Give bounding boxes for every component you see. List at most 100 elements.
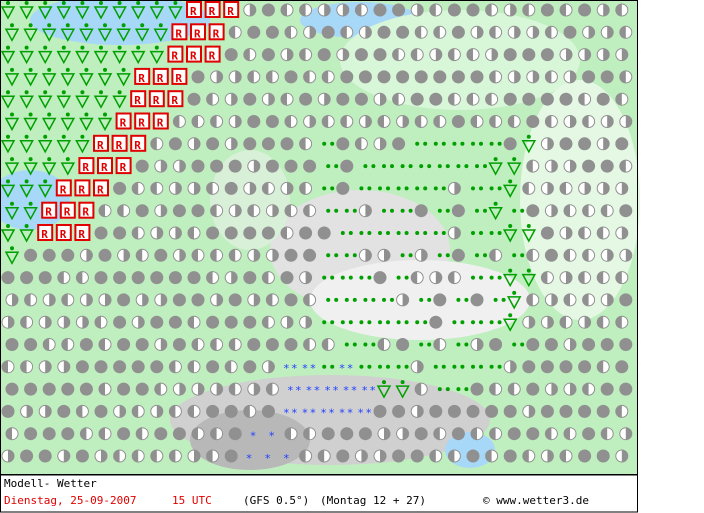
weather-symbol xyxy=(570,383,576,396)
weather-symbol xyxy=(43,338,50,351)
weather-symbol xyxy=(414,427,428,441)
weather-symbol xyxy=(479,275,483,280)
weather-symbol xyxy=(601,427,608,440)
weather-symbol xyxy=(299,226,313,240)
weather-symbol xyxy=(93,6,109,20)
weather-symbol xyxy=(192,427,198,440)
weather-symbol xyxy=(600,338,614,351)
weather-symbol xyxy=(547,316,554,329)
weather-symbol xyxy=(464,164,469,169)
weather-symbol: * xyxy=(351,384,358,397)
weather-symbol xyxy=(93,134,109,152)
weather-symbol xyxy=(116,28,131,42)
weather-symbol xyxy=(204,45,221,63)
weather-symbol xyxy=(512,157,517,162)
weather-symbol xyxy=(61,293,68,306)
weather-symbol xyxy=(0,229,16,243)
weather-symbol xyxy=(24,1,29,5)
weather-symbol xyxy=(281,227,287,239)
weather-symbol xyxy=(470,70,484,84)
weather-symbol xyxy=(578,137,592,151)
weather-symbol xyxy=(150,315,164,329)
weather-symbol xyxy=(266,70,273,83)
weather-symbol xyxy=(94,404,108,418)
weather-symbol xyxy=(485,93,492,106)
weather-symbol xyxy=(253,249,260,262)
weather-symbol xyxy=(526,224,531,228)
weather-symbol xyxy=(497,231,502,235)
weather-symbol xyxy=(448,271,455,284)
weather-symbol xyxy=(169,450,176,462)
weather-symbol xyxy=(359,320,364,325)
weather-symbol xyxy=(265,115,279,128)
weather-symbol xyxy=(206,450,213,462)
weather-symbol xyxy=(502,318,518,332)
weather-symbol: R xyxy=(153,94,160,107)
weather-symbol xyxy=(367,364,372,369)
weather-symbol xyxy=(352,253,357,258)
weather-symbol xyxy=(0,95,16,109)
weather-symbol xyxy=(603,182,610,195)
weather-symbol xyxy=(600,70,614,84)
weather-symbol xyxy=(228,427,242,441)
weather-symbol xyxy=(61,1,66,5)
weather-symbol xyxy=(378,338,384,351)
weather-symbol xyxy=(63,316,70,329)
weather-symbol xyxy=(41,28,57,42)
weather-symbol xyxy=(371,342,376,347)
weather-symbol xyxy=(365,204,372,217)
weather-symbol xyxy=(456,297,461,302)
weather-symbol xyxy=(378,364,382,369)
weather-symbol xyxy=(396,338,410,351)
weather-symbol xyxy=(24,338,38,351)
weather-symbol xyxy=(471,115,477,128)
weather-symbol xyxy=(115,157,132,175)
weather-symbol xyxy=(322,364,327,369)
weather-symbol: * xyxy=(310,406,317,419)
weather-symbol xyxy=(559,137,573,151)
weather-symbol xyxy=(210,249,217,262)
weather-symbol xyxy=(415,231,420,235)
weather-symbol xyxy=(540,3,554,17)
weather-symbol: * xyxy=(283,452,290,465)
weather-symbol xyxy=(56,95,72,109)
weather-symbol xyxy=(596,92,610,106)
weather-symbol xyxy=(532,26,539,39)
weather-symbol xyxy=(578,360,592,374)
weather-symbol xyxy=(367,186,372,191)
weather-symbol xyxy=(404,231,409,235)
weather-symbol xyxy=(559,92,573,106)
weather-symbol xyxy=(12,293,18,306)
weather-symbol xyxy=(305,316,312,329)
weather-symbol xyxy=(601,204,608,217)
weather-symbol xyxy=(99,90,103,95)
weather-symbol xyxy=(508,268,513,273)
weather-symbol xyxy=(208,23,225,41)
weather-symbol xyxy=(224,404,238,418)
weather-symbol xyxy=(408,164,413,169)
footer-copyright: © www.wetter3.de xyxy=(483,494,589,507)
weather-symbol xyxy=(460,364,465,369)
weather-symbol xyxy=(334,253,339,258)
weather-symbol xyxy=(261,226,275,240)
weather-symbol xyxy=(400,208,405,213)
weather-symbol xyxy=(471,275,475,280)
weather-symbol xyxy=(522,4,529,16)
weather-symbol xyxy=(318,450,325,462)
weather-symbol xyxy=(0,6,16,20)
weather-symbol xyxy=(321,25,335,39)
weather-symbol xyxy=(427,342,432,347)
weather-symbol xyxy=(235,115,242,128)
weather-symbol xyxy=(460,141,465,146)
weather-symbol: * xyxy=(302,406,309,419)
weather-symbol xyxy=(8,316,15,329)
weather-symbol xyxy=(63,450,70,462)
weather-symbol xyxy=(445,164,450,169)
weather-symbol xyxy=(150,450,157,462)
weather-symbol xyxy=(489,231,494,235)
weather-symbol xyxy=(485,404,499,418)
weather-symbol xyxy=(79,117,94,132)
weather-symbol xyxy=(136,249,143,262)
weather-symbol xyxy=(272,204,279,217)
weather-symbol xyxy=(363,164,368,169)
